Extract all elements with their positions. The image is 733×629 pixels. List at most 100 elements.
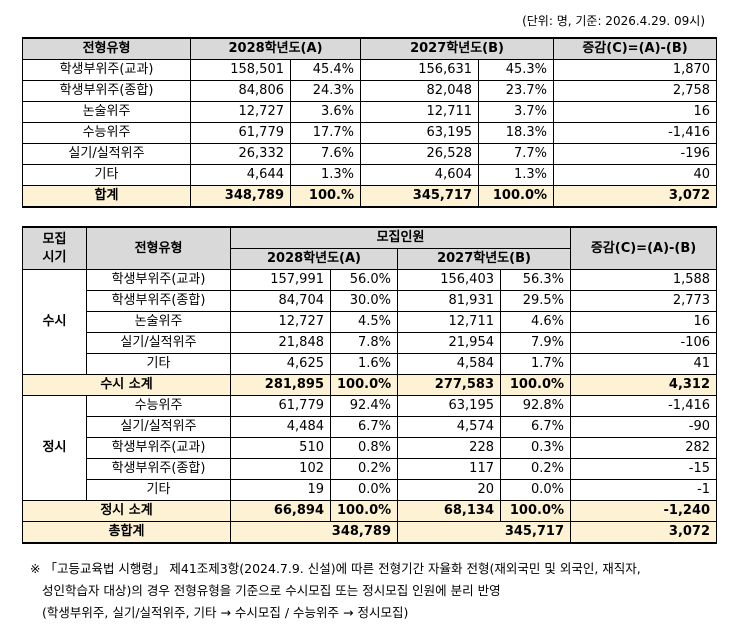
cell: 2,773 (570, 290, 718, 312)
cell: 12,727 (230, 311, 331, 333)
cell: 1.6% (330, 353, 398, 375)
cell: 12,727 (190, 101, 291, 123)
cell: 학생부위주(교과) (22, 59, 191, 81)
cell: 117 (397, 458, 501, 480)
cell: -1 (570, 479, 718, 501)
cell: 1,870 (553, 59, 718, 81)
cell: 6.7% (499, 416, 572, 438)
cell: 20 (397, 479, 501, 501)
cell: 학생부위주(교과) (86, 269, 231, 291)
subtotal-row: 정시 소계 66,894 100.0% 68,134 100.0% -1,240 (22, 500, 718, 522)
cell: 1.3% (478, 164, 555, 186)
cell: 282 (570, 437, 718, 459)
header-text: 시기 (42, 249, 67, 265)
summary-table: 전형유형 2028학년도(A) 2027학년도(B) 증감(C)=(A)-(B) 학생부… (22, 37, 718, 208)
grand-total-cell: 3,072 (570, 521, 718, 544)
cell: 12,711 (360, 101, 480, 123)
subtotal-row: 수시 소계 281,895 100.0% 277,583 100.0% 4,312 (22, 374, 718, 396)
subtotal-cell: 4,312 (570, 374, 718, 396)
cell: 7.9% (499, 332, 572, 354)
cell: 논술위주 (86, 311, 231, 333)
cell: 수능위주 (22, 122, 191, 144)
cell: 실기/실적위주 (86, 332, 231, 354)
cell: 92.8% (499, 395, 572, 417)
cell: 29.5% (499, 290, 572, 312)
cell: 4.5% (330, 311, 398, 333)
data-row: 실기/실적위주 4,484 6.7% 4,574 6.7% -90 (23, 416, 718, 438)
grand-total-row: 총합계 348,789 345,717 3,072 (22, 521, 718, 544)
period-cell: 정시 (22, 395, 87, 501)
data-row: 학생부위주(종합) 102 0.2% 117 0.2% -15 (23, 458, 718, 480)
cell: 40 (553, 164, 718, 186)
header-row: 전형유형 2028학년도(A) 2027학년도(B) 증감(C)=(A)-(B) (22, 37, 718, 60)
cell: 45.4% (289, 59, 362, 81)
data-row: 수시 학생부위주(교과) 157,991 56.0% 156,403 56.3% 1,588 (22, 269, 718, 375)
cell: -196 (553, 143, 718, 165)
subtotal-cell: 66,894 (230, 500, 331, 522)
subtotal-cell: -1,240 (570, 500, 718, 522)
cell: 81,931 (397, 290, 501, 312)
cell: 12,711 (397, 311, 501, 333)
cell: 56.3% (499, 269, 572, 291)
cell: 23.7% (478, 80, 555, 102)
unit-note: (단위: 명, 기준: 2026.4.29. 09시) (522, 14, 705, 28)
cell: 기타 (86, 479, 231, 501)
cell: 92.4% (330, 395, 398, 417)
header-cell: 2028학년도(A) (230, 248, 398, 270)
cell: 0.0% (499, 479, 572, 501)
cell: 228 (397, 437, 501, 459)
subtotal-cell: 100.0% (499, 500, 572, 522)
total-row: 합계 348,789 100.% 345,717 100.0% 3,072 (22, 185, 718, 208)
cell: 4.6% (499, 311, 572, 333)
grand-total-cell: 345,717 (396, 521, 572, 544)
header-cell: 전형유형 (86, 226, 231, 270)
cell: 0.8% (330, 437, 398, 459)
cell: 61,779 (230, 395, 331, 417)
cell: 84,806 (190, 80, 291, 102)
cell: 4,604 (360, 164, 480, 186)
subtotal-cell: 100.0% (330, 374, 398, 396)
header-cell: 2027학년도(B) (396, 248, 572, 270)
subtotal-cell: 100.0% (499, 374, 572, 396)
cell: 41 (570, 353, 718, 375)
cell: -1,416 (570, 395, 718, 417)
cell: 26,528 (360, 143, 480, 165)
cell: 3.7% (478, 101, 555, 123)
subtotal-cell: 281,895 (230, 374, 331, 396)
cell: 0.2% (499, 458, 572, 480)
cell: 56.0% (330, 269, 398, 291)
cell: 실기/실적위주 (86, 416, 231, 438)
cell: 82,048 (360, 80, 480, 102)
cell: 4,625 (230, 353, 331, 375)
cell: 156,403 (397, 269, 501, 291)
cell: -15 (570, 458, 718, 480)
subtotal-cell: 수시 소계 (22, 374, 231, 396)
cell: 7.7% (478, 143, 555, 165)
data-row: 학생부위주(교과) 158,501 45.4% 156,631 45.3% 1,870 (22, 59, 718, 81)
subtotal-cell: 100.0% (330, 500, 398, 522)
footnote-line: (학생부위주, 실기/실적위주, 기타 → 수시모집 / 수능위주 → 정시모집… (42, 605, 409, 620)
data-row: 학생부위주(교과) 510 0.8% 228 0.3% 282 (23, 437, 718, 459)
cell: 0.3% (499, 437, 572, 459)
header-row: 모집 시기 전형유형 모집인원 증감(C)=(A)-(B) (22, 226, 718, 270)
cell: 7.8% (330, 332, 398, 354)
cell: 1.3% (289, 164, 362, 186)
data-row: 기타 19 0.0% 20 0.0% -1 (23, 479, 718, 501)
cell: 3.6% (289, 101, 362, 123)
cell: 45.3% (478, 59, 555, 81)
header-cell: 모집 시기 (22, 226, 87, 270)
cell: -90 (570, 416, 718, 438)
data-row: 논술위주 12,727 4.5% 12,711 4.6% 16 (23, 311, 718, 333)
data-row: 학생부위주(종합) 84,806 24.3% 82,048 23.7% 2,758 (22, 80, 718, 102)
cell: 21,848 (230, 332, 331, 354)
data-row: 기타 4,644 1.3% 4,604 1.3% 40 (22, 164, 718, 186)
cell: 1,588 (570, 269, 718, 291)
subtotal-cell: 277,583 (397, 374, 501, 396)
cell: 30.0% (330, 290, 398, 312)
header-cell: 모집인원 (229, 226, 572, 249)
cell: 16 (553, 101, 718, 123)
cell: 수능위주 (86, 395, 231, 417)
cell: 18.3% (478, 122, 555, 144)
cell: 63,195 (360, 122, 480, 144)
